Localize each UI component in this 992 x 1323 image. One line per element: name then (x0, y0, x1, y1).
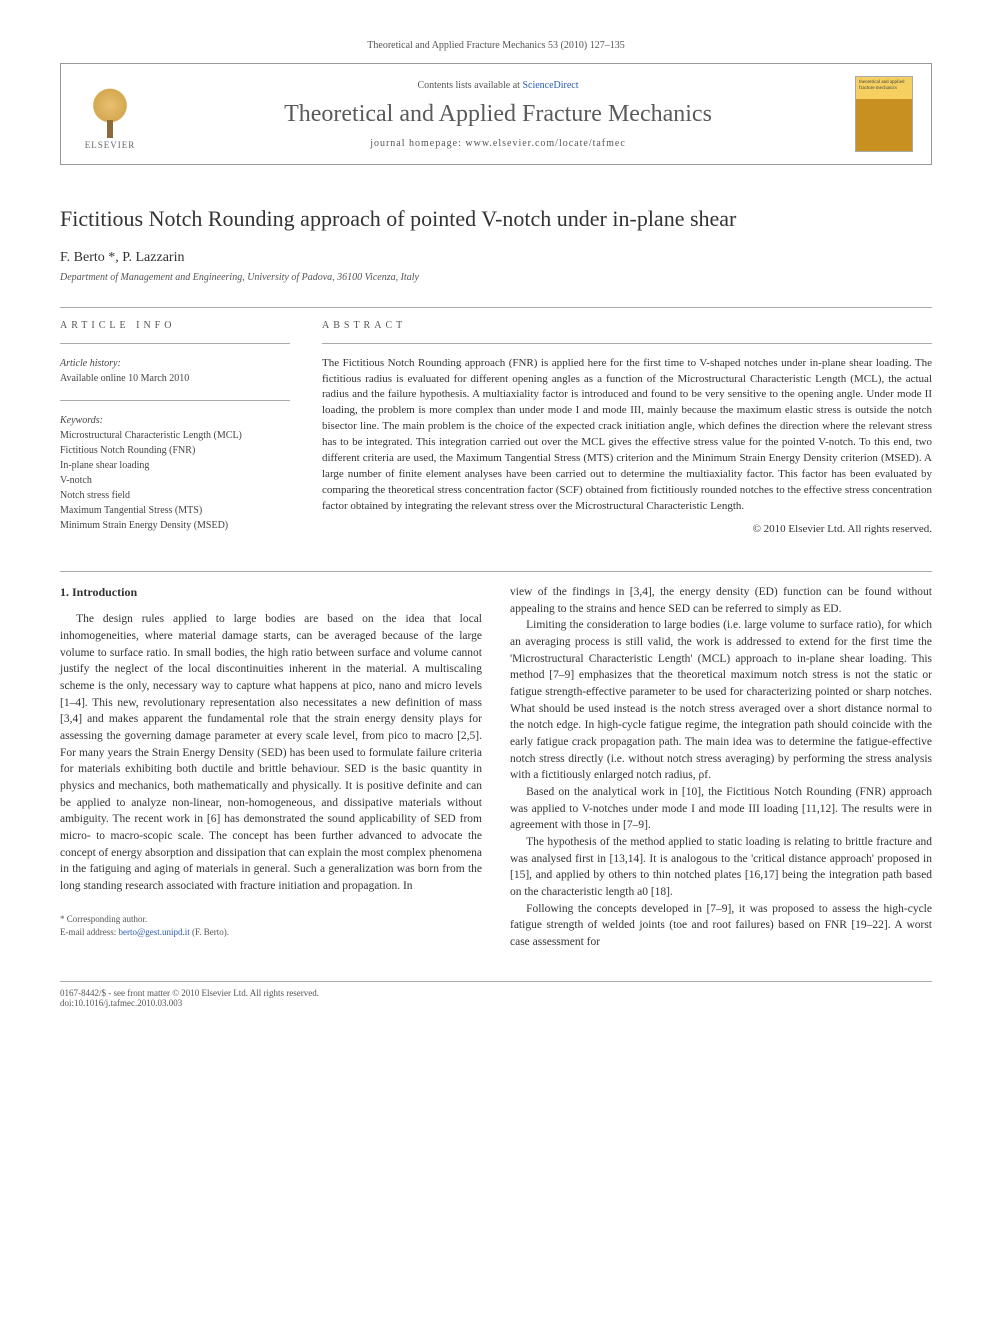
article-history: Article history: Available online 10 Mar… (60, 356, 290, 386)
divider (60, 307, 932, 308)
body-paragraph: view of the findings in [3,4], the energ… (510, 584, 932, 617)
issn-line: 0167-8442/$ - see front matter © 2010 El… (60, 988, 319, 998)
body-paragraph: The design rules applied to large bodies… (60, 611, 482, 894)
abstract-text: The Fictitious Notch Rounding approach (… (322, 356, 932, 515)
homepage-line: journal homepage: www.elsevier.com/locat… (141, 138, 855, 149)
body-paragraph: The hypothesis of the method applied to … (510, 834, 932, 901)
body-column-right: view of the findings in [3,4], the energ… (510, 584, 932, 951)
corr-label: * Corresponding author. (60, 913, 482, 926)
history-label: Article history: (60, 356, 290, 371)
keyword: V-notch (60, 473, 290, 488)
journal-center-block: Contents lists available at ScienceDirec… (141, 80, 855, 149)
footer-left: 0167-8442/$ - see front matter © 2010 El… (60, 988, 319, 1008)
authors-line: F. Berto *, P. Lazzarin (60, 250, 932, 266)
divider (322, 343, 932, 344)
journal-title: Theoretical and Applied Fracture Mechani… (141, 101, 855, 128)
keyword: Maximum Tangential Stress (MTS) (60, 503, 290, 518)
keywords-block: Keywords: Microstructural Characteristic… (60, 413, 290, 533)
keyword: Microstructural Characteristic Length (M… (60, 428, 290, 443)
elsevier-tree-icon (85, 88, 135, 138)
divider (60, 571, 932, 572)
homepage-prefix: journal homepage: (370, 138, 465, 149)
abstract-column: ABSTRACT The Fictitious Notch Rounding a… (322, 320, 932, 559)
body-column-left: 1. Introduction The design rules applied… (60, 584, 482, 951)
keyword: In-plane shear loading (60, 458, 290, 473)
doi-line: doi:10.1016/j.tafmec.2010.03.003 (60, 998, 319, 1008)
homepage-url: www.elsevier.com/locate/tafmec (465, 138, 625, 149)
abstract-label: ABSTRACT (322, 320, 932, 331)
article-title: Fictitious Notch Rounding approach of po… (60, 205, 932, 234)
cover-text: theoretical and applied fracture mechani… (859, 80, 909, 91)
body-paragraph: Based on the analytical work in [10], th… (510, 784, 932, 834)
info-abstract-row: ARTICLE INFO Article history: Available … (60, 320, 932, 559)
keyword: Fictitious Notch Rounding (FNR) (60, 443, 290, 458)
body-two-column: 1. Introduction The design rules applied… (60, 584, 932, 951)
contents-prefix: Contents lists available at (417, 80, 522, 91)
publisher-name: ELSEVIER (85, 140, 136, 150)
divider (60, 400, 290, 401)
divider (60, 343, 290, 344)
article-info-label: ARTICLE INFO (60, 320, 290, 331)
article-info-column: ARTICLE INFO Article history: Available … (60, 320, 290, 559)
body-paragraph: Limiting the consideration to large bodi… (510, 617, 932, 784)
publisher-logo: ELSEVIER (79, 78, 141, 150)
email-link[interactable]: berto@gest.unipd.it (118, 927, 189, 937)
journal-masthead: ELSEVIER Contents lists available at Sci… (60, 63, 932, 165)
page-footer: 0167-8442/$ - see front matter © 2010 El… (60, 981, 932, 1008)
keywords-label: Keywords: (60, 413, 290, 428)
contents-line: Contents lists available at ScienceDirec… (141, 80, 855, 91)
history-value: Available online 10 March 2010 (60, 371, 290, 386)
sciencedirect-link[interactable]: ScienceDirect (522, 80, 578, 91)
citation-header: Theoretical and Applied Fracture Mechani… (60, 40, 932, 51)
affiliation: Department of Management and Engineering… (60, 272, 932, 283)
email-author: (F. Berto). (190, 927, 229, 937)
keyword: Notch stress field (60, 488, 290, 503)
email-label: E-mail address: (60, 927, 118, 937)
abstract-copyright: © 2010 Elsevier Ltd. All rights reserved… (322, 523, 932, 535)
journal-cover-thumbnail: theoretical and applied fracture mechani… (855, 76, 913, 152)
section-heading-intro: 1. Introduction (60, 584, 482, 601)
body-paragraph: Following the concepts developed in [7–9… (510, 901, 932, 951)
corresponding-note: * Corresponding author. E-mail address: … (60, 913, 482, 939)
keyword: Minimum Strain Energy Density (MSED) (60, 518, 290, 533)
